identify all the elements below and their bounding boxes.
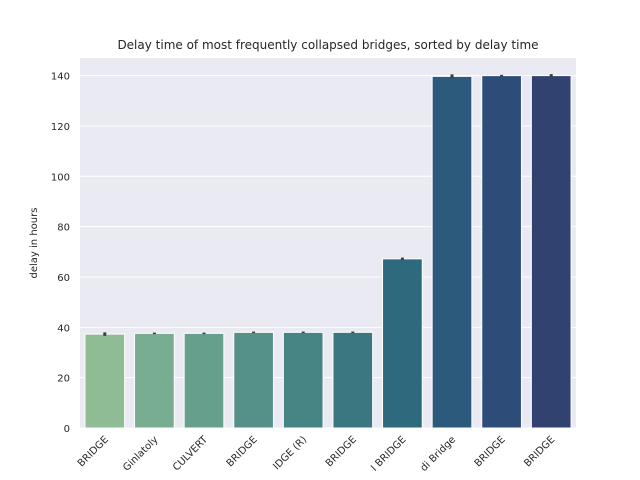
x-tick-label: di Bridge	[419, 434, 459, 474]
y-tick-labels: 0 20 40 60 80 100 120 140	[51, 72, 70, 435]
bar	[282, 331, 324, 429]
x-tick-labels: BRIDGE Ginlatoly CULVERT BRIDGE IDGE (R) BRID…	[76, 434, 557, 474]
bar	[530, 75, 572, 429]
y-tick-label: 140	[51, 72, 70, 83]
bar	[134, 332, 175, 429]
bar	[183, 332, 225, 429]
x-tick-label: Ginlatoly	[121, 434, 160, 473]
y-axis-label: delay in hours	[29, 208, 40, 279]
bars	[84, 74, 572, 429]
x-tick-label: BRIDGE	[76, 434, 111, 469]
y-tick-label: 0	[64, 424, 70, 435]
x-tick-label: BRIDGE	[324, 434, 359, 469]
y-tick-label: 120	[51, 122, 70, 133]
bar	[84, 333, 126, 429]
x-tick-label: IDGE (R)	[271, 434, 309, 472]
y-tick-label: 60	[57, 273, 70, 284]
x-tick-label: I BRIDGE	[369, 434, 408, 473]
y-tick-label: 40	[57, 323, 70, 334]
bar	[481, 75, 522, 429]
y-tick-label: 100	[51, 172, 70, 183]
bar	[233, 331, 274, 429]
x-tick-label: BRIDGE	[473, 434, 508, 469]
x-tick-label: CULVERT	[171, 434, 211, 474]
bar	[332, 331, 374, 429]
x-tick-label: BRIDGE	[225, 434, 260, 469]
y-tick-label: 20	[57, 374, 70, 385]
chart-title: Delay time of most frequently collapsed …	[117, 38, 538, 52]
bar	[382, 258, 423, 429]
y-tick-label: 80	[57, 223, 70, 234]
x-tick-label: BRIDGE	[522, 434, 557, 469]
bar	[431, 75, 473, 429]
